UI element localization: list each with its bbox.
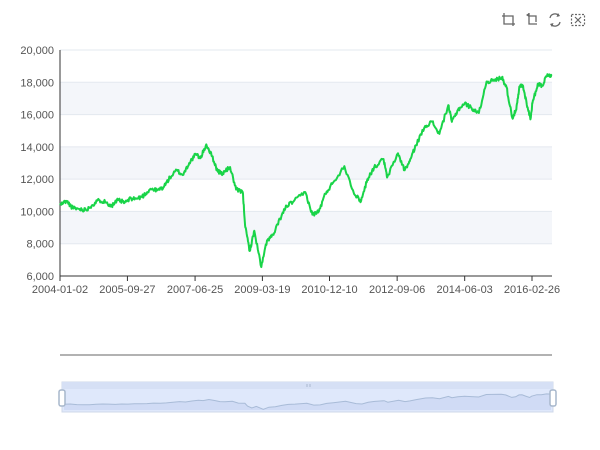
y-tick-label: 16,000 bbox=[20, 110, 54, 122]
chart-toolbox bbox=[501, 12, 586, 28]
grid-band bbox=[60, 146, 552, 180]
x-tick-label: 2010-12-10 bbox=[301, 284, 357, 296]
grid-band bbox=[60, 211, 552, 244]
x-tick-label: 2005-09-27 bbox=[99, 284, 155, 296]
save-image-icon[interactable] bbox=[570, 12, 586, 28]
x-tick-label: 2014-06-03 bbox=[437, 284, 493, 296]
zoom-reset-icon[interactable] bbox=[524, 12, 540, 28]
slider-handle-right[interactable] bbox=[549, 389, 557, 407]
x-tick-label: 2016-02-26 bbox=[504, 284, 560, 296]
grid-band bbox=[60, 82, 552, 115]
y-tick-label: 6,000 bbox=[26, 271, 54, 283]
x-tick-label: 2009-03-19 bbox=[234, 284, 290, 296]
y-tick-label: 12,000 bbox=[20, 174, 54, 186]
y-tick-label: 10,000 bbox=[20, 206, 54, 218]
y-tick-label: 14,000 bbox=[20, 142, 54, 154]
y-tick-label: 18,000 bbox=[20, 77, 54, 89]
x-tick-label: 2012-09-06 bbox=[369, 284, 425, 296]
x-tick-label: 2007-06-25 bbox=[167, 284, 223, 296]
series-line bbox=[59, 73, 553, 269]
restore-icon[interactable] bbox=[547, 12, 563, 28]
data-zoom-slider[interactable] bbox=[58, 381, 557, 413]
x-tick-label: 2004-01-02 bbox=[32, 284, 88, 296]
slider-handle-left[interactable] bbox=[58, 389, 66, 407]
slider-preview-line bbox=[63, 393, 552, 410]
zoom-icon[interactable] bbox=[501, 12, 517, 28]
y-tick-label: 8,000 bbox=[26, 239, 54, 251]
y-tick-label: 20,000 bbox=[20, 45, 54, 57]
